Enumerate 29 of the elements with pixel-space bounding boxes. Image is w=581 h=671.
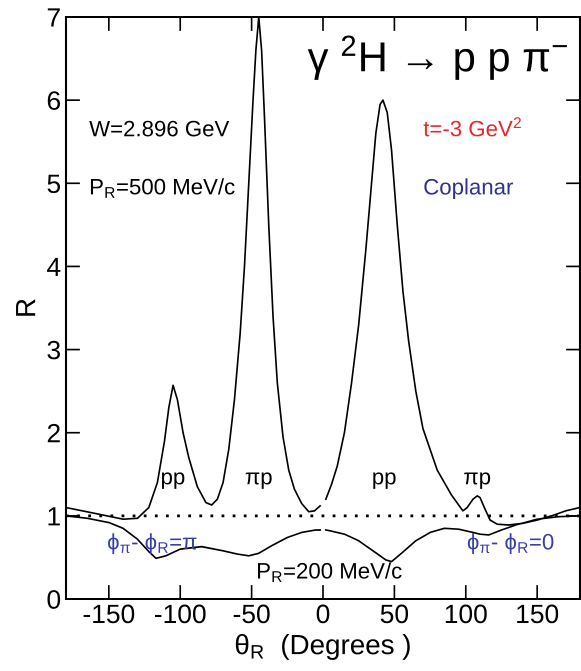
- x-tick-label: 100: [446, 604, 487, 624]
- annotation: ϕ$_{π}$- ϕ$_{R}$=0: [468, 533, 554, 554]
- x-tick-label: 150: [517, 604, 558, 624]
- annotation: ϕ$_{π}$- ϕ$_{R}$=π: [108, 533, 196, 554]
- annotation: pp: [162, 472, 184, 489]
- annotation: t=-3 GeV$^{2}$: [424, 117, 521, 136]
- annotation: W=2.896 GeV: [89, 120, 230, 136]
- y-tick-label: 4: [47, 258, 60, 276]
- y-tick-label: 5: [48, 174, 60, 194]
- y-tick-label: 0: [47, 590, 60, 609]
- annotation: P$_{R}$=500 MeV/c: [90, 178, 235, 198]
- y-tick-label: 3: [47, 340, 60, 360]
- y-tick-label: 7: [48, 8, 60, 27]
- annotation: πp: [464, 472, 490, 489]
- y-tick-label: 1: [48, 507, 60, 526]
- x-tick-label: 50: [380, 604, 408, 624]
- y-tick-label: 6: [48, 91, 60, 110]
- y-axis-title: R: [16, 299, 36, 316]
- y-tick-label: 2: [48, 424, 60, 442]
- chart-title: γ $^{2}$H → p p π$^{−}$: [308, 35, 567, 80]
- annotation: Coplanar: [424, 178, 514, 200]
- annotation: pp: [373, 472, 396, 489]
- annotation: P$_{R}$=200 MeV/c: [258, 562, 402, 582]
- x-axis-title: θ$_{R}$ (Degrees ): [236, 634, 410, 660]
- x-tick-label: -100: [154, 604, 206, 624]
- annotation: πp: [246, 472, 272, 489]
- x-tick-label: -150: [84, 604, 134, 624]
- x-tick-label: -50: [234, 604, 270, 624]
- x-tick-label: 0: [316, 604, 330, 624]
